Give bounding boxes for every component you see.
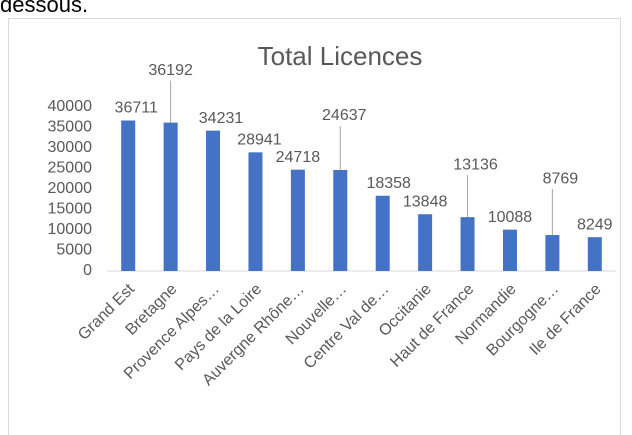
bar [206, 130, 221, 271]
bar [248, 152, 263, 271]
bar [333, 169, 348, 271]
page-text: dessous. [0, 0, 88, 17]
y-tick-label: 35000 [48, 119, 93, 136]
data-label: 34231 [199, 110, 244, 127]
chart-title: Total Licences [258, 41, 423, 71]
y-tick-label: 30000 [48, 139, 93, 156]
bar [545, 235, 560, 271]
bar [375, 195, 390, 271]
bar [290, 169, 305, 271]
data-label: 10088 [488, 209, 533, 226]
data-label: 13848 [403, 193, 448, 210]
data-label: 36711 [115, 100, 158, 117]
y-tick-label: 0 [83, 262, 92, 279]
y-tick-label: 25000 [48, 160, 93, 177]
y-tick-label: 20000 [48, 180, 93, 197]
bar [121, 120, 136, 272]
bar [460, 217, 475, 271]
data-label: 8769 [543, 170, 579, 187]
y-tick-label: 5000 [56, 242, 92, 259]
bar [502, 229, 517, 271]
data-label: 24637 [322, 107, 367, 124]
chart-frame [8, 18, 621, 435]
data-label: 36192 [148, 62, 193, 79]
data-label: 13136 [453, 156, 498, 173]
data-label: 28941 [237, 132, 282, 149]
bar [587, 237, 602, 271]
data-label: 8249 [577, 216, 613, 233]
y-tick-label: 15000 [48, 201, 93, 218]
y-tick-label: 10000 [48, 221, 93, 238]
data-label: 18358 [366, 175, 411, 192]
data-label: 24718 [276, 149, 321, 166]
bar [418, 214, 433, 271]
y-tick-label: 40000 [48, 98, 93, 115]
bar [163, 122, 178, 272]
